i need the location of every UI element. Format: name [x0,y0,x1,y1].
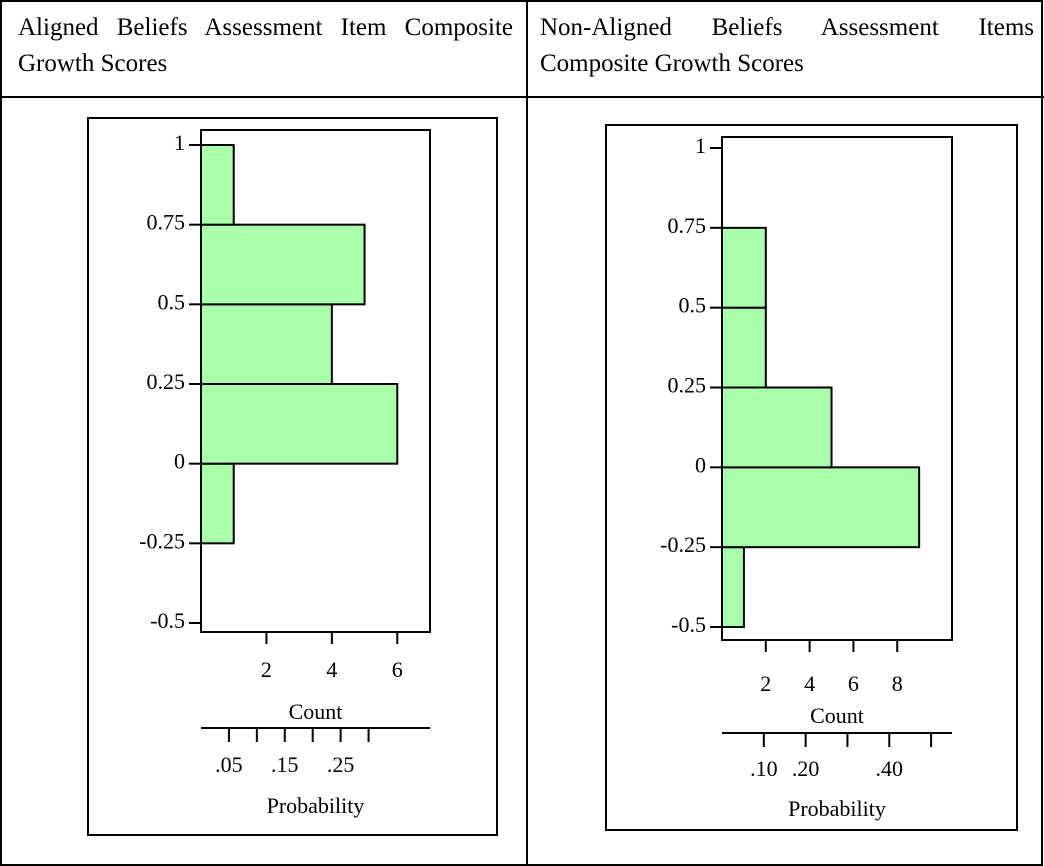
x-tick-label: 4 [804,671,815,696]
bar [200,223,366,306]
y-tick-label: 0.75 [668,213,707,238]
y-tick-label: -0.25 [139,528,185,553]
y-tick-label: 0.25 [147,369,186,394]
x-axis-title: Count [289,699,343,724]
bar [200,303,333,386]
bar [200,462,235,545]
bar [721,546,745,629]
chart-frame [605,124,1018,831]
x2-tick-label: .25 [327,752,355,777]
y-tick-label: -0.5 [671,612,706,637]
y-tick-label: 0.5 [679,293,707,318]
x-tick-label: 2 [760,671,771,696]
chart-frame [87,117,498,836]
x2-tick-label: .10 [750,756,778,781]
x2-axis-title: Probability [788,796,886,821]
x-tick-label: 4 [326,657,337,682]
x-tick-label: 6 [848,671,859,696]
y-tick-label: 0 [174,449,185,474]
y-tick-label: 0 [695,452,706,477]
x2-tick-label: .20 [792,756,820,781]
column-header: Non-Aligned Beliefs Assessment Items Com… [540,14,1034,77]
x2-tick-label: .40 [876,756,904,781]
y-tick-label: 0.25 [668,373,707,398]
bar [721,386,833,469]
x-tick-label: 8 [892,671,903,696]
y-tick-label: 1 [174,130,185,155]
y-tick-label: -0.5 [150,608,185,633]
y-tick-label: -0.25 [660,532,706,557]
x-tick-label: 6 [392,657,403,682]
column-header: Aligned Beliefs Assessment Item Composit… [18,14,513,77]
y-tick-label: 0.5 [158,289,186,314]
x-tick-label: 2 [261,657,272,682]
bar [721,466,921,549]
bar [721,306,767,389]
x2-axis-title: Probability [267,793,365,818]
y-tick-label: 1 [695,133,706,158]
x2-tick-label: .15 [271,752,299,777]
bar [200,383,399,465]
bar [200,144,235,226]
bar [721,226,767,309]
y-tick-label: 0.75 [147,210,186,235]
x-axis-title: Count [810,703,864,728]
x2-tick-label: .05 [215,752,243,777]
